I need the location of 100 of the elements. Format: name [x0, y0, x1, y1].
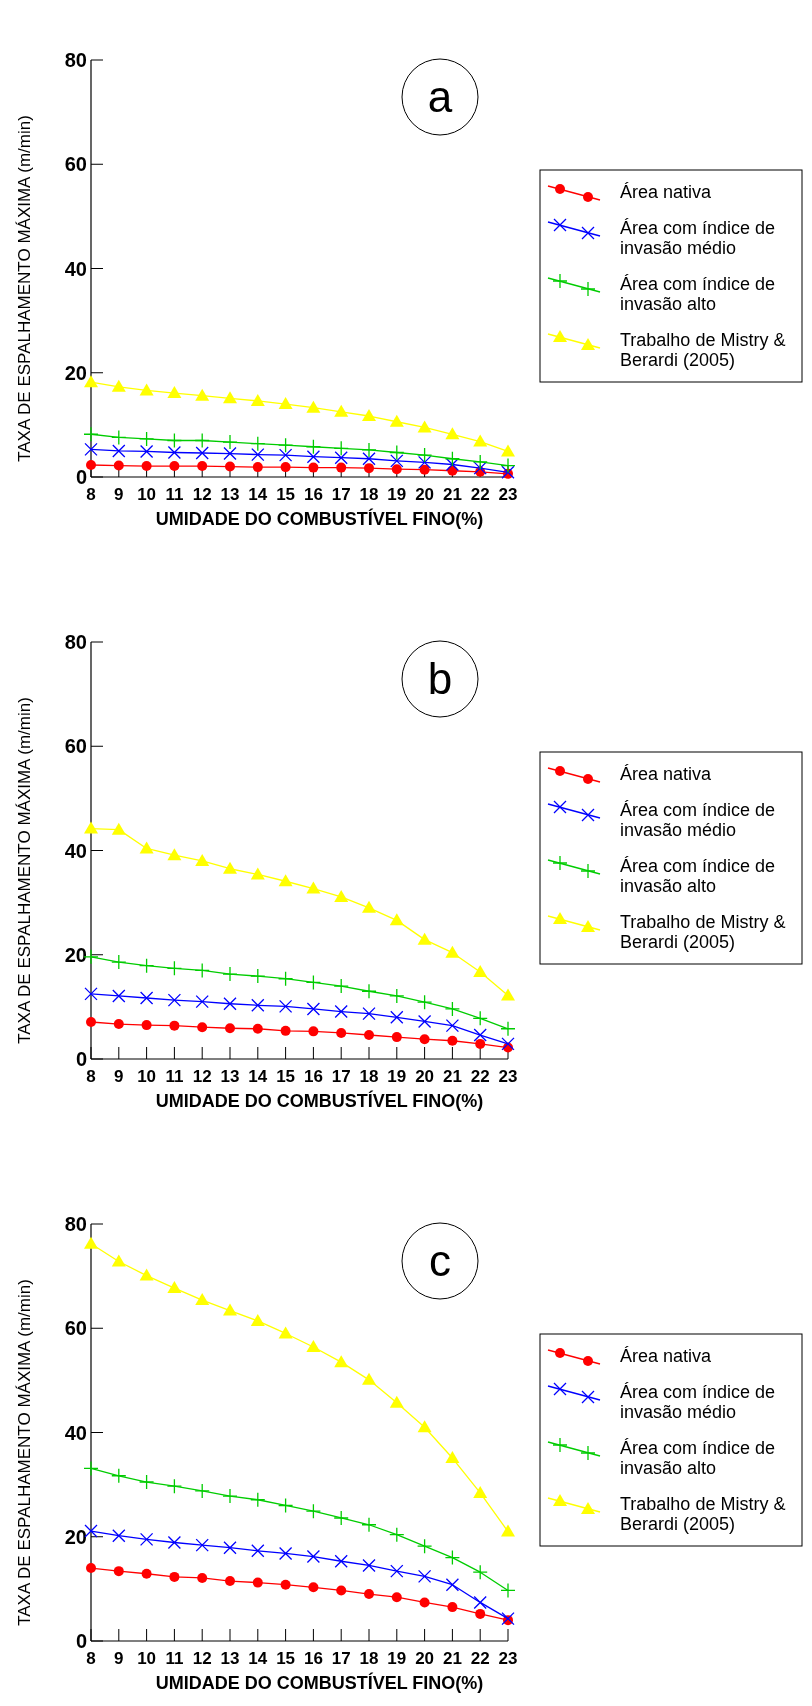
- x-tick-label: 17: [331, 485, 351, 504]
- legend-label: Área com índice de invasão alto: [620, 1438, 776, 1478]
- y-tick-label: 40: [64, 1421, 87, 1444]
- point: [225, 1576, 235, 1587]
- legend-label: Área com índice de invasão médio: [620, 218, 776, 258]
- legend-label: Trabalho de Mistry & Berardi (2005): [620, 912, 786, 952]
- point: [364, 1030, 374, 1041]
- x-axis-title: UMIDADE DO COMBUSTÍVEL FINO(%): [155, 1090, 484, 1111]
- chart-title: c: [429, 1236, 451, 1286]
- point: [169, 1020, 180, 1031]
- point: [113, 1566, 124, 1577]
- point: [308, 1582, 319, 1593]
- point: [197, 1572, 208, 1583]
- point: [167, 993, 182, 1007]
- x-tick-label: 22: [470, 485, 490, 504]
- x-tick-label: 13: [220, 1067, 240, 1086]
- y-axis-title: TAXA DE ESPALHAMENTO MÁXIMA (m/min): [15, 697, 34, 1044]
- point: [305, 974, 322, 991]
- point: [197, 1022, 208, 1033]
- point: [194, 962, 210, 979]
- point: [473, 964, 488, 977]
- point: [362, 1372, 376, 1385]
- point: [195, 995, 209, 1009]
- x-tick-label: 18: [359, 1067, 379, 1086]
- legend-label: Área nativa: [620, 182, 713, 202]
- x-tick-label: 14: [248, 485, 268, 504]
- x-tick-label: 17: [331, 1649, 351, 1668]
- point: [447, 1035, 458, 1046]
- point: [252, 1577, 263, 1588]
- point: [391, 1592, 402, 1603]
- y-tick-label: 60: [64, 735, 87, 758]
- point: [391, 1032, 402, 1043]
- x-tick-label: 11: [165, 1649, 184, 1668]
- x-tick-label: 16: [303, 1067, 323, 1086]
- point: [445, 1578, 460, 1592]
- y-tick-label: 40: [64, 839, 87, 862]
- point: [84, 1236, 98, 1249]
- x-tick-label: 16: [303, 1649, 323, 1668]
- point: [195, 1293, 210, 1306]
- point: [139, 991, 154, 1005]
- x-tick-label: 16: [303, 485, 323, 504]
- point: [306, 1549, 321, 1564]
- point: [389, 913, 404, 926]
- point: [334, 889, 349, 902]
- point: [139, 1532, 154, 1547]
- point: [112, 989, 126, 1003]
- point: [223, 997, 237, 1011]
- point: [252, 1023, 263, 1034]
- point: [222, 966, 238, 982]
- x-tick-label: 17: [331, 1067, 351, 1086]
- point: [444, 1549, 461, 1566]
- x-tick-label: 9: [114, 1649, 124, 1668]
- point: [195, 1538, 209, 1552]
- point: [364, 1589, 374, 1600]
- point: [501, 1037, 515, 1051]
- x-axis-title: UMIDADE DO COMBUSTÍVEL FINO(%): [155, 1672, 484, 1693]
- x-tick-label: 19: [387, 1649, 407, 1668]
- point: [419, 1034, 430, 1045]
- point: [111, 954, 127, 970]
- point: [167, 848, 182, 861]
- x-tick-label: 22: [470, 1649, 490, 1668]
- point: [251, 998, 265, 1012]
- x-tick-label: 20: [415, 485, 435, 504]
- x-tick-label: 10: [137, 485, 157, 504]
- point: [501, 1524, 515, 1537]
- point: [167, 1281, 182, 1294]
- x-tick-label: 12: [192, 1649, 212, 1668]
- point: [138, 958, 155, 974]
- x-tick-label: 12: [192, 485, 212, 504]
- point: [306, 1002, 321, 1016]
- y-tick-label: 60: [64, 153, 87, 176]
- point: [278, 874, 293, 887]
- x-tick-label: 23: [498, 485, 518, 504]
- legend-label: Área com índice de invasão médio: [620, 1382, 776, 1422]
- point: [195, 853, 210, 866]
- point: [280, 1025, 291, 1036]
- point: [277, 1497, 294, 1514]
- point: [306, 881, 321, 894]
- point: [250, 1313, 265, 1326]
- x-tick-label: 14: [248, 1649, 268, 1668]
- legend-label: Área com índice de invasão alto: [620, 856, 776, 896]
- point: [362, 1558, 376, 1573]
- point: [84, 821, 98, 834]
- point: [223, 861, 237, 874]
- y-tick-label: 0: [75, 466, 87, 488]
- x-tick-label: 14: [248, 1067, 268, 1086]
- point: [473, 1595, 487, 1610]
- point: [389, 988, 405, 1004]
- point: [278, 999, 293, 1013]
- point: [473, 1485, 488, 1498]
- x-tick-label: 20: [415, 1649, 435, 1668]
- point: [278, 1326, 293, 1339]
- legend-label: Área nativa: [620, 764, 713, 784]
- legend-label: Área com índice de invasão médio: [620, 800, 776, 840]
- point: [501, 988, 515, 1001]
- x-tick-label: 9: [114, 485, 124, 504]
- x-tick-label: 9: [114, 1067, 124, 1086]
- y-tick-label: 0: [75, 1048, 87, 1070]
- point: [141, 1568, 152, 1579]
- point: [472, 1564, 488, 1580]
